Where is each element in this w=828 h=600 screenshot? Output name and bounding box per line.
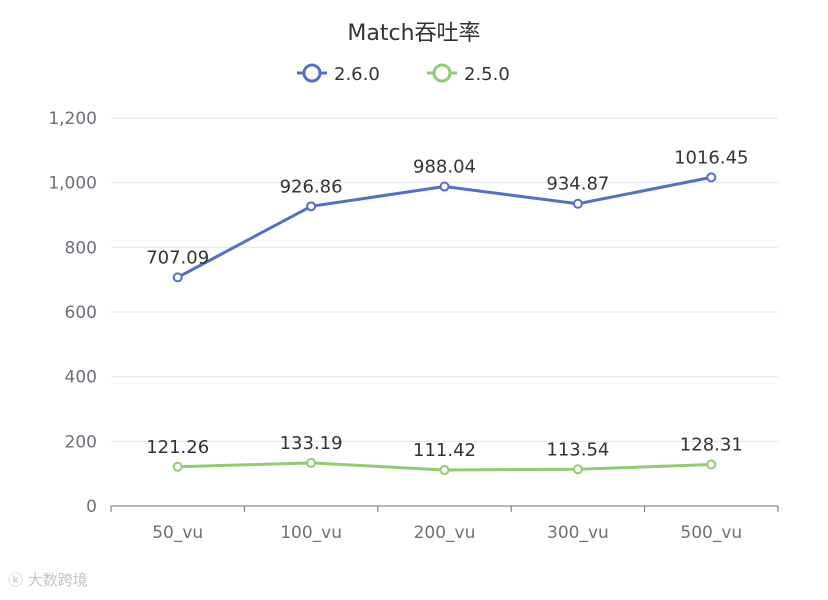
data-point[interactable] bbox=[706, 459, 717, 470]
data-label: 926.86 bbox=[280, 176, 343, 197]
series-group: 707.09 926.86 988.04 934.87 1016.45 121.26 133… bbox=[146, 147, 749, 475]
data-label: 133.19 bbox=[280, 433, 343, 454]
legend-label: 2.5.0 bbox=[464, 64, 510, 85]
data-point[interactable] bbox=[572, 198, 583, 209]
data-label: 111.42 bbox=[413, 440, 476, 461]
series-2.6.0: 707.09 926.86 988.04 934.87 1016.45 bbox=[146, 147, 749, 283]
legend-label: 2.6.0 bbox=[334, 64, 380, 85]
data-point[interactable] bbox=[706, 172, 717, 183]
data-label: 934.87 bbox=[546, 174, 609, 195]
chart-title: Match吞吐率 bbox=[347, 21, 480, 46]
x-axis: 50_vu 100_vu 200_vu 300_vu 500_vu bbox=[110, 505, 779, 543]
y-tick-label: 1,200 bbox=[48, 109, 97, 129]
x-tick-label: 500_vu bbox=[680, 523, 742, 543]
x-tick-label: 200_vu bbox=[414, 523, 476, 543]
data-point[interactable] bbox=[439, 181, 450, 192]
data-point[interactable] bbox=[306, 201, 317, 212]
series-2.5.0: 121.26 133.19 111.42 113.54 128.31 bbox=[146, 433, 743, 475]
x-tick-label: 300_vu bbox=[547, 523, 609, 543]
legend-marker-icon bbox=[432, 63, 452, 83]
k-logo-icon: ⓚ bbox=[8, 571, 24, 589]
y-tick-label: 600 bbox=[65, 303, 97, 323]
data-point[interactable] bbox=[439, 464, 450, 475]
data-point[interactable] bbox=[306, 457, 317, 468]
y-tick-label: 200 bbox=[65, 432, 97, 452]
data-point[interactable] bbox=[172, 461, 183, 472]
y-tick-label: 400 bbox=[65, 368, 97, 388]
data-label: 121.26 bbox=[146, 437, 209, 458]
series-line bbox=[176, 175, 712, 279]
data-label: 128.31 bbox=[680, 435, 743, 456]
data-label: 1016.45 bbox=[674, 147, 748, 168]
data-label: 113.54 bbox=[546, 439, 609, 460]
legend-item-2.5.0[interactable]: 2.5.0 bbox=[427, 63, 510, 85]
y-axis: 0 200 400 600 800 1,000 1,200 bbox=[48, 109, 97, 517]
watermark-text: 大数跨境 bbox=[27, 571, 88, 589]
y-tick-label: 1,000 bbox=[48, 174, 97, 194]
legend-marker-icon bbox=[302, 63, 322, 83]
data-label: 988.04 bbox=[413, 157, 476, 178]
data-label: 707.09 bbox=[146, 247, 209, 268]
watermark: ⓚ 大数跨境 bbox=[8, 569, 88, 590]
legend-item-2.6.0[interactable]: 2.6.0 bbox=[297, 63, 380, 85]
y-tick-label: 800 bbox=[65, 238, 97, 258]
data-point[interactable] bbox=[172, 272, 183, 283]
x-tick-label: 50_vu bbox=[152, 523, 203, 543]
y-tick-label: 0 bbox=[86, 497, 97, 517]
x-tick-label: 100_vu bbox=[280, 523, 342, 543]
legend[interactable]: 2.6.0 2.5.0 bbox=[297, 63, 510, 85]
data-point[interactable] bbox=[572, 464, 583, 475]
